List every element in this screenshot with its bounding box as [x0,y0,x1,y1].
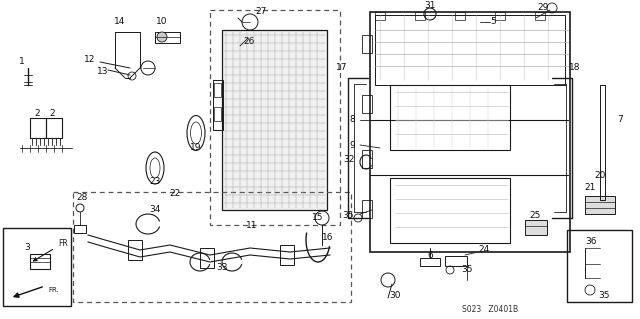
Text: 22: 22 [170,189,180,198]
Text: 13: 13 [97,68,109,77]
Text: 27: 27 [255,8,266,17]
Bar [420,258,440,266]
Bar [362,150,372,168]
Bar [445,256,467,266]
Text: 18: 18 [569,63,580,72]
Text: 30: 30 [389,291,401,300]
Bar [362,35,372,53]
Bar [210,10,340,225]
Bar [74,225,86,233]
Text: 9: 9 [349,140,355,150]
Text: 5: 5 [490,18,496,26]
Bar [30,254,50,269]
Text: 35: 35 [461,265,473,275]
Bar [375,15,565,85]
Bar [495,12,505,20]
Text: 28: 28 [76,194,88,203]
Bar [585,196,615,214]
Text: 29: 29 [538,4,548,12]
Bar [73,192,351,302]
Bar [200,248,214,268]
Text: 34: 34 [149,205,161,214]
Text: 12: 12 [84,56,95,64]
Text: 23: 23 [149,177,161,187]
Text: 25: 25 [529,211,541,219]
Bar [390,178,510,243]
Bar [46,118,62,138]
Bar [128,240,142,260]
Bar [525,220,547,235]
Bar [3,228,71,306]
Text: 14: 14 [115,18,125,26]
Text: 17: 17 [336,63,348,72]
Text: 35: 35 [598,291,609,300]
Text: 7: 7 [617,115,623,124]
Text: 8: 8 [349,115,355,124]
Text: 35: 35 [342,211,354,219]
Text: 26: 26 [243,38,254,47]
Bar [30,118,46,138]
Text: 6: 6 [427,250,433,259]
Text: 20: 20 [595,170,605,180]
Bar [362,95,372,113]
Bar [155,32,180,43]
Text: 10: 10 [156,18,168,26]
Bar [390,85,510,150]
Text: FR.: FR. [48,287,59,293]
Bar [362,200,372,218]
Bar [567,230,632,302]
Text: 31: 31 [424,2,436,11]
Text: 11: 11 [246,220,258,229]
Bar [280,245,294,265]
Text: 24: 24 [478,246,489,255]
Bar [375,12,385,20]
Bar [455,12,465,20]
Bar [370,12,570,252]
Text: 1: 1 [19,57,25,66]
Text: 36: 36 [585,238,596,247]
Text: 32: 32 [344,155,355,165]
Bar [415,12,425,20]
Text: 3: 3 [24,243,30,253]
Bar [214,107,221,121]
Text: 15: 15 [312,213,324,222]
Text: 16: 16 [323,234,333,242]
Text: S023   Z0401B: S023 Z0401B [462,306,518,315]
Text: 33: 33 [216,263,228,272]
Text: 21: 21 [584,183,596,192]
Text: FR: FR [58,240,68,249]
Bar [214,83,221,97]
Bar [222,30,327,210]
Text: 2: 2 [34,109,40,118]
Bar [213,80,223,130]
Bar [535,12,545,20]
Text: 2: 2 [49,109,55,118]
Text: 19: 19 [190,144,202,152]
Circle shape [157,32,167,42]
